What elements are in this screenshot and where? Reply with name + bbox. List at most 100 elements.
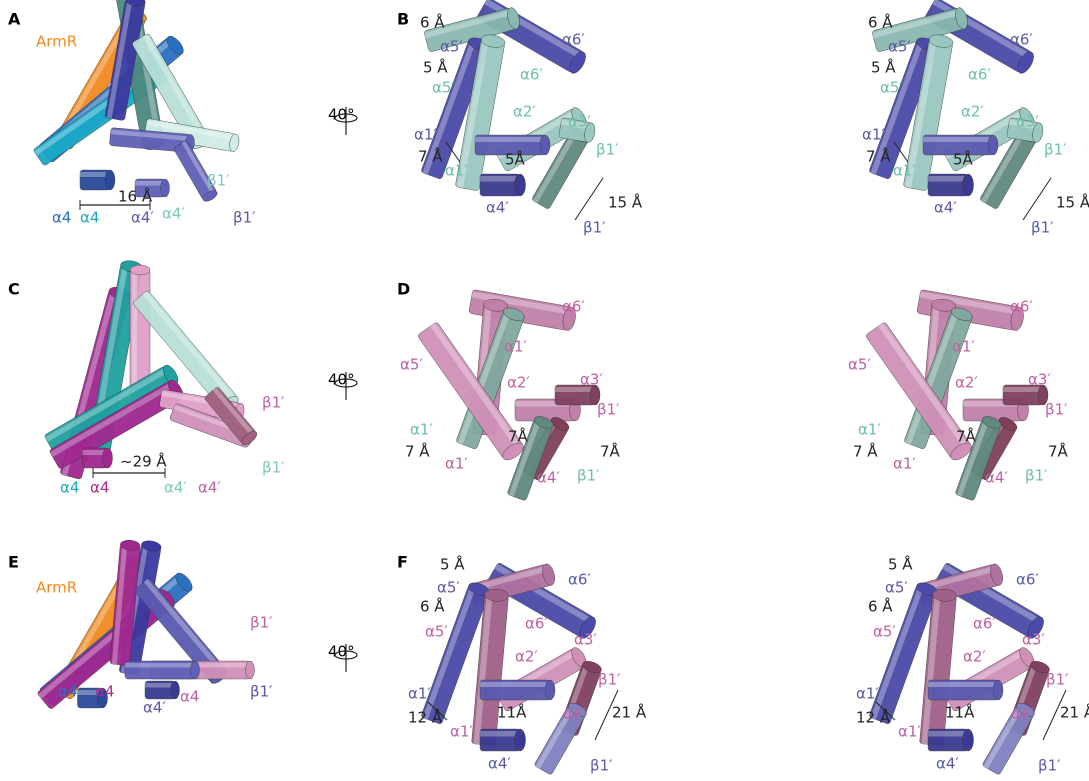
helix — [480, 680, 555, 700]
helix-cap — [246, 661, 255, 679]
helix-label: 5 Å — [423, 58, 448, 77]
helix-label: α3′ — [1016, 113, 1039, 131]
helix-cap — [103, 448, 113, 468]
helix-label: 21 Å — [612, 703, 647, 722]
helix-cap — [191, 661, 200, 679]
helix — [80, 170, 115, 190]
helix-label: α4 — [52, 209, 71, 227]
helix-label: α5′ — [440, 38, 463, 56]
helix-label: β1′ — [577, 467, 600, 485]
helix-label: β1′ — [250, 614, 273, 632]
arrow — [1023, 178, 1051, 220]
helix-label: 5Å — [505, 150, 526, 169]
helix-label: α3′ — [580, 371, 603, 389]
helix-cap — [993, 680, 1003, 700]
helix-label: α4′ — [486, 199, 509, 217]
helix — [125, 661, 200, 679]
helix-label: α4 — [90, 479, 109, 497]
helix-label: α5′ — [848, 356, 871, 374]
helix-label: 7 Å — [866, 147, 891, 166]
helix-label: α4 — [80, 209, 99, 227]
helix-label: α5′ — [432, 79, 455, 97]
figure: AArmR16 Åα4α4α4′α4′β1′β1′B6 Åα5′α6′5 Åα6… — [0, 0, 1089, 781]
helix-label: α2′ — [961, 103, 984, 121]
helix-label: α1′ — [504, 338, 527, 356]
helix-cap — [988, 135, 998, 155]
panel-letter: A — [8, 10, 21, 29]
helix-label: 11Å — [497, 703, 527, 722]
helix — [928, 729, 974, 751]
helix-shine — [480, 682, 550, 687]
helix-cap — [515, 174, 526, 196]
helix-label: 7Å — [956, 427, 977, 446]
helix-label: 6 Å — [868, 13, 893, 32]
helix-label: 21 Å — [1060, 703, 1089, 722]
helix-label: α1′ — [893, 162, 916, 180]
helix-cap — [963, 174, 974, 196]
helix-cap — [540, 135, 550, 155]
helix-label: β1′ — [596, 141, 619, 159]
helix-label: α4′ — [488, 755, 511, 773]
helix-cap — [130, 265, 150, 275]
helix-label: 6 Å — [868, 597, 893, 616]
helix-label: β1′ — [1031, 219, 1054, 237]
helix-label: α6′ — [520, 66, 543, 84]
helix-label: β1′ — [598, 671, 621, 689]
helix-label: 15 Å — [608, 193, 643, 212]
helix-label: α4′ — [985, 469, 1008, 487]
helix-label: α3′ — [1028, 371, 1051, 389]
helix — [480, 174, 526, 196]
helix-label: α2′ — [507, 374, 530, 392]
helix-label: α6′ — [968, 66, 991, 84]
helix-label: 5Å — [953, 150, 974, 169]
panel-letter: F — [397, 553, 408, 572]
helix-label: α4′ — [198, 479, 221, 497]
helix-label: α4′ — [143, 699, 166, 717]
helix-label: α4 — [180, 688, 199, 706]
helix-label: α5′ — [880, 79, 903, 97]
helix-label: α4 — [58, 683, 77, 701]
helix-label: β1′ — [262, 459, 285, 477]
helix-label: α1′ — [952, 338, 975, 356]
helix-label: 5 Å — [440, 555, 465, 574]
helix-label: 12 Å — [408, 708, 443, 727]
helix-label: α4′ — [537, 469, 560, 487]
helix-label: α3′ — [1022, 631, 1045, 649]
helix — [480, 729, 526, 751]
helix-label: α5′ — [425, 623, 448, 641]
helix-label: α4′ — [164, 479, 187, 497]
helix-label: 7 Å — [418, 147, 443, 166]
helix-label: 5 Å — [888, 555, 913, 574]
helix-cap — [545, 680, 555, 700]
helix-shine — [475, 137, 545, 142]
helix-label: α4′ — [131, 209, 154, 227]
helix-label: α6′ — [1016, 571, 1039, 589]
helix-label: α4′ — [563, 705, 586, 723]
helix-label: α5′ — [885, 579, 908, 597]
arrow — [575, 178, 603, 220]
helix-shine — [480, 731, 520, 737]
helix-label: ArmR — [36, 579, 77, 597]
helix — [130, 265, 150, 390]
helix-shine — [135, 181, 165, 186]
helix-label: α1′ — [408, 685, 431, 703]
helix-label: 6 Å — [420, 597, 445, 616]
panel-letter: B — [397, 10, 409, 29]
helix-label: β1′ — [1025, 467, 1048, 485]
helix-label: ~29 Å — [120, 452, 167, 471]
helix-label: α4′ — [1011, 705, 1034, 723]
helix-label: β1′ — [233, 209, 256, 227]
helix-label: α1′ — [858, 421, 881, 439]
helix-label: α2′ — [513, 103, 536, 121]
helix-label: β1′ — [1044, 141, 1067, 159]
helix-label: β1′ — [207, 172, 230, 190]
helix — [928, 680, 1003, 700]
helix-label: α1′ — [450, 723, 473, 741]
helix-shine — [928, 176, 968, 182]
helix-shine — [928, 682, 998, 687]
helix-label: α4′ — [934, 199, 957, 217]
helix-cap — [161, 179, 170, 197]
helix-label: 7 Å — [853, 442, 878, 461]
helix-label: 11Å — [945, 703, 975, 722]
helix-label: α6′ — [568, 571, 591, 589]
